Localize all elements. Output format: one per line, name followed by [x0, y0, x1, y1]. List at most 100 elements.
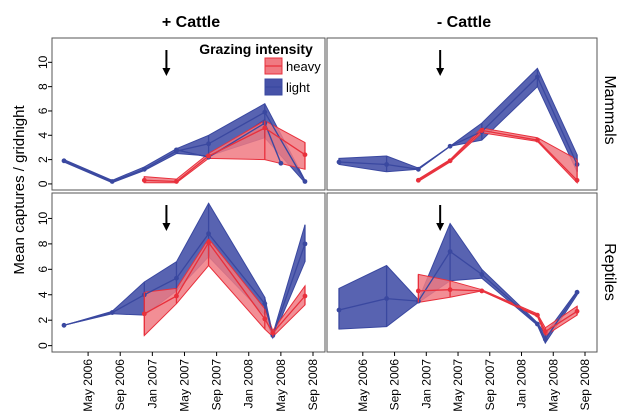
data-point-heavy — [415, 177, 421, 183]
x-tick-label: Sep 2007 — [483, 359, 497, 411]
x-tick-label: Sep 2008 — [578, 359, 592, 411]
x-tick-label: Jan 2007 — [145, 359, 159, 409]
y-tick-label: 2 — [36, 317, 50, 324]
x-tick-label: May 2007 — [177, 359, 191, 412]
data-point-light — [447, 143, 453, 149]
series-line-light — [338, 250, 578, 341]
panel-frame — [51, 192, 326, 353]
data-point-light — [534, 321, 540, 327]
y-axis-label: Mean captures / gridnight — [11, 105, 28, 275]
x-tick-label: May 2008 — [546, 359, 560, 412]
data-point-heavy — [415, 288, 421, 294]
data-point-light — [141, 166, 147, 172]
treatment-arrow-head — [162, 68, 171, 76]
series-line-heavy — [143, 241, 306, 335]
data-point-heavy — [574, 308, 580, 314]
data-point-heavy — [534, 137, 540, 143]
legend-title: Grazing intensity — [199, 41, 313, 57]
data-point-light — [479, 272, 485, 277]
x-tick-label: Jan 2007 — [419, 359, 433, 409]
data-point-heavy — [534, 312, 540, 318]
data-point-heavy — [479, 288, 485, 294]
treatment-arrow-head — [436, 223, 445, 231]
y-tick-label: 8 — [36, 83, 50, 90]
ci-band-light — [338, 67, 578, 173]
data-point-light — [206, 231, 211, 237]
data-point-heavy — [447, 287, 453, 293]
data-point-heavy — [542, 329, 548, 335]
treatment-arrow-head — [436, 68, 445, 76]
y-tick-label: 0 — [36, 342, 50, 349]
series-line-light — [176, 122, 282, 164]
data-point-light — [336, 159, 342, 165]
y-tick-label: 4 — [36, 132, 50, 139]
series-line-heavy — [418, 129, 578, 181]
row-title-mammals: Mammals — [601, 75, 618, 144]
data-point-heavy — [479, 128, 485, 133]
panel-frame — [326, 37, 598, 191]
legend-label-heavy: heavy — [286, 59, 321, 74]
panel-1: 0 2 4 6 8 10 — [36, 37, 326, 191]
x-tick-label: Jan 2008 — [242, 359, 256, 409]
data-point-light — [302, 241, 308, 247]
x-tick-label: May 2006 — [356, 359, 370, 412]
data-point-heavy — [262, 316, 268, 322]
panels: 0 2 4 6 8 10 0 2 4 6 8 10 May 2006 Sep 2006 Jan 2007 Ma… — [36, 37, 598, 412]
data-point-heavy — [262, 125, 268, 131]
y-tick-label: 10 — [36, 211, 50, 225]
data-point-light — [384, 296, 390, 301]
data-point-heavy — [302, 293, 308, 299]
treatment-arrow-head — [162, 223, 171, 231]
data-point-light — [384, 162, 390, 167]
data-point-heavy — [174, 179, 179, 184]
y-tick-label: 8 — [36, 240, 50, 247]
x-tick-label: May 2008 — [274, 359, 288, 412]
titles: + Cattle - Cattle Mammals Reptiles Mean … — [11, 14, 618, 301]
data-point-heavy — [174, 293, 179, 299]
legend-label-light: light — [286, 80, 310, 95]
data-point-light — [534, 74, 540, 80]
y-tick-label: 4 — [36, 291, 50, 298]
data-point-light — [415, 166, 421, 172]
ci-band-light — [338, 222, 578, 345]
x-tick-label: May 2006 — [81, 359, 95, 412]
y-tick-label: 6 — [36, 107, 50, 114]
data-point-light — [206, 141, 211, 147]
panel-frame — [51, 37, 326, 191]
y-tick-label: 10 — [36, 55, 50, 69]
legend: Grazing intensity heavy light — [199, 41, 321, 96]
x-tick-label: Sep 2006 — [388, 359, 402, 411]
panel-2 — [326, 37, 598, 191]
y-tick-label: 0 — [36, 180, 50, 187]
data-point-heavy — [141, 311, 147, 317]
row-title-reptiles: Reptiles — [601, 243, 618, 301]
x-tick-label: Sep 2007 — [210, 359, 224, 411]
data-point-light — [61, 158, 67, 164]
data-point-light — [174, 275, 179, 281]
data-point-light — [574, 289, 580, 295]
col-title-plus-cattle: + Cattle — [162, 14, 220, 31]
data-point-light — [109, 310, 115, 315]
x-tick-label: Jan 2008 — [515, 359, 529, 409]
data-point-light — [542, 336, 548, 342]
series-line-heavy — [418, 289, 578, 333]
data-point-heavy — [141, 177, 147, 183]
data-point-light — [447, 249, 453, 254]
panel-frame — [326, 192, 598, 353]
data-point-light — [174, 147, 179, 153]
data-point-heavy — [447, 158, 453, 164]
data-point-light — [302, 179, 308, 184]
data-point-heavy — [206, 240, 211, 246]
data-point-light — [262, 301, 268, 307]
panel-3: 0 2 4 6 8 10 May 2006 Sep 2006 Jan 2007 May 2007 S… — [36, 192, 326, 412]
data-point-light — [262, 109, 268, 115]
y-tick-label: 6 — [36, 266, 50, 273]
x-tick-label: Sep 2008 — [306, 359, 320, 411]
data-point-light — [336, 307, 342, 313]
y-tick-label: 2 — [36, 156, 50, 163]
data-point-heavy — [206, 153, 211, 159]
data-point-heavy — [270, 330, 276, 336]
data-point-light — [278, 160, 284, 166]
data-point-heavy — [302, 152, 308, 158]
